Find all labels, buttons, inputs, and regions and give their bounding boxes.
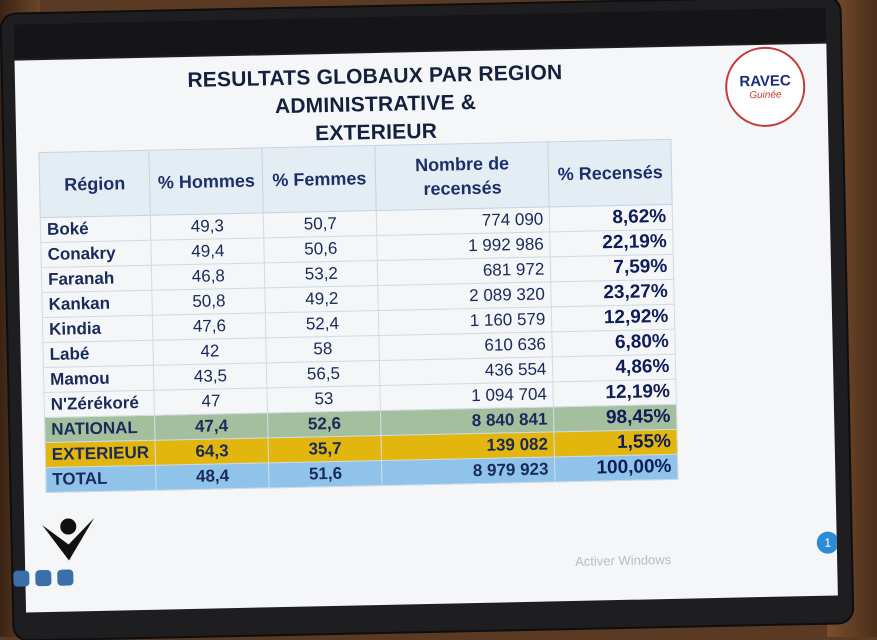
pct-cell: 23,27% — [551, 279, 675, 307]
femmes-cell: 52,4 — [265, 310, 380, 338]
nombre-cell: 774 090 — [376, 206, 551, 236]
header-hommes: % Hommes — [149, 147, 264, 216]
header-region: Région — [38, 150, 151, 218]
nombre-cell: 139 082 — [381, 431, 555, 461]
femmes-cell: 35,7 — [268, 435, 382, 463]
hommes-cell: 49,3 — [150, 212, 265, 241]
taskbar-icon[interactable] — [57, 569, 74, 586]
region-cell: N'Zérékoré — [43, 390, 155, 418]
femmes-cell: 49,2 — [265, 285, 379, 313]
hommes-cell: 47 — [154, 387, 268, 416]
notification-badge[interactable]: 1 — [816, 531, 838, 554]
taskbar-icon[interactable] — [13, 570, 30, 587]
monitor: RESULTATS GLOBAUX PAR REGION ADMINISTRAT… — [1, 0, 853, 640]
nombre-cell: 436 554 — [379, 356, 554, 386]
hommes-cell: 46,8 — [151, 262, 266, 291]
activate-windows-watermark: Activer Windows — [574, 551, 672, 569]
nombre-cell: 1 094 704 — [380, 381, 554, 411]
pct-cell: 1,55% — [554, 429, 678, 457]
pct-cell: 12,19% — [553, 379, 677, 407]
region-cell: EXTERIEUR — [45, 440, 156, 468]
femmes-cell: 52,6 — [267, 410, 382, 438]
header-recenses: % Recensés — [548, 139, 673, 207]
nombre-cell: 8 979 923 — [381, 456, 556, 486]
region-cell: TOTAL — [45, 465, 157, 493]
pct-cell: 7,59% — [550, 254, 675, 282]
nombre-cell: 610 636 — [379, 331, 553, 361]
hommes-cell: 49,4 — [151, 237, 265, 266]
taskbar-icons — [13, 569, 74, 587]
femmes-cell: 53 — [267, 385, 381, 413]
hommes-cell: 50,8 — [152, 287, 266, 316]
hommes-cell: 64,3 — [155, 437, 269, 466]
femmes-cell: 51,6 — [268, 460, 383, 488]
hommes-cell: 47,4 — [154, 412, 269, 441]
results-table: Région % Hommes % Femmes Nombre de recen… — [38, 139, 679, 493]
region-cell: Kankan — [41, 290, 153, 318]
nombre-cell: 1 160 579 — [378, 306, 553, 336]
region-cell: NATIONAL — [44, 415, 156, 443]
region-cell: Boké — [40, 215, 152, 243]
header-femmes: % Femmes — [262, 145, 377, 213]
femmes-cell: 50,6 — [264, 235, 378, 263]
region-cell: Kindia — [42, 315, 154, 343]
slide-title: RESULTATS GLOBAUX PAR REGION ADMINISTRAT… — [95, 57, 657, 153]
logo-subtitle: Guinée — [749, 89, 782, 102]
femmes-cell: 56,5 — [266, 360, 381, 388]
hommes-cell: 48,4 — [155, 462, 270, 491]
pct-cell: 12,92% — [551, 304, 676, 332]
pct-cell: 100,00% — [554, 454, 679, 482]
hommes-cell: 42 — [153, 337, 267, 366]
region-cell: Faranah — [41, 265, 153, 293]
pct-cell: 4,86% — [552, 354, 677, 382]
pct-cell: 98,45% — [553, 404, 678, 432]
presentation-slide: RESULTATS GLOBAUX PAR REGION ADMINISTRAT… — [14, 43, 838, 613]
region-cell: Labé — [42, 340, 154, 368]
nombre-cell: 2 089 320 — [378, 281, 552, 311]
ravec-logo: RAVEC Guinée — [724, 46, 807, 128]
hommes-cell: 47,6 — [152, 312, 267, 341]
pct-cell: 22,19% — [550, 229, 674, 257]
header-nombre: Nombre de recensés — [375, 141, 550, 211]
logo-name: RAVEC — [739, 72, 791, 91]
region-cell: Conakry — [40, 240, 152, 268]
femmes-cell: 58 — [266, 335, 380, 363]
nombre-cell: 1 992 986 — [377, 231, 551, 261]
nombre-cell: 8 840 841 — [380, 406, 555, 436]
checkmark-logo-icon — [42, 518, 95, 561]
hommes-cell: 43,5 — [153, 362, 268, 391]
nombre-cell: 681 972 — [377, 256, 552, 286]
femmes-cell: 53,2 — [264, 260, 379, 288]
femmes-cell: 50,7 — [263, 210, 378, 238]
pct-cell: 6,80% — [552, 329, 676, 357]
region-cell: Mamou — [43, 365, 155, 393]
taskbar-icon[interactable] — [35, 569, 52, 587]
pct-cell: 8,62% — [549, 204, 673, 232]
